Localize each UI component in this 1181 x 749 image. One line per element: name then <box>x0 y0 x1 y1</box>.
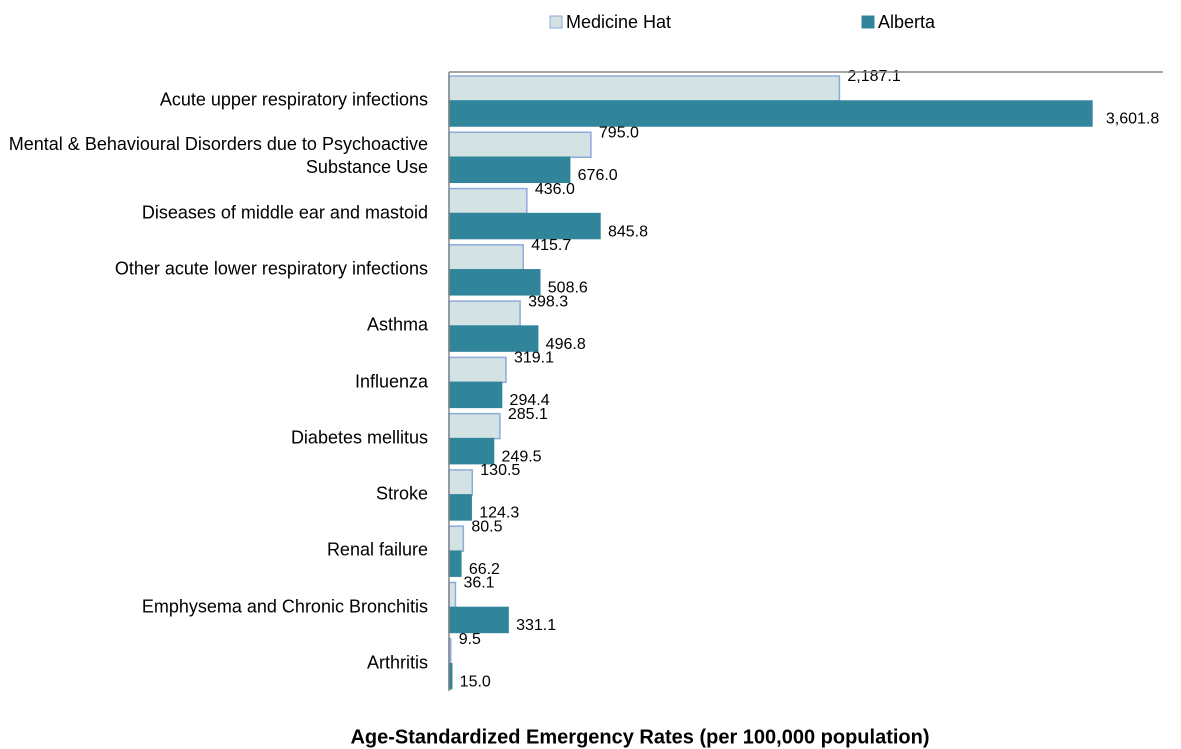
bar <box>448 525 465 552</box>
bar <box>448 356 507 384</box>
y-tick-label: Asthma <box>366 314 428 335</box>
value-label: 3,601.8 <box>1106 111 1159 128</box>
value-label: 80.5 <box>471 518 502 535</box>
bar <box>448 187 528 215</box>
value-label: 398.3 <box>528 293 568 310</box>
value-label: 9.5 <box>459 631 481 648</box>
bar <box>448 437 495 465</box>
y-tick-label: Influenza <box>354 371 428 391</box>
bar <box>448 100 1093 127</box>
bar <box>448 244 524 271</box>
value-label: 2,187.1 <box>847 68 900 85</box>
bar <box>448 412 501 440</box>
y-tick-label: Arthritis <box>366 652 428 673</box>
legend-swatch <box>549 15 563 29</box>
y-tick-label: Renal failure <box>326 539 428 560</box>
value-label: 124.3 <box>479 505 519 522</box>
value-label: 249.5 <box>502 448 542 465</box>
bar <box>448 581 457 609</box>
value-label: 676.0 <box>578 167 618 184</box>
bar <box>448 269 541 296</box>
value-label: 294.4 <box>510 392 550 409</box>
value-label: 436.0 <box>535 181 575 198</box>
y-tick-label: Diabetes mellitus <box>290 427 428 448</box>
value-label: 415.7 <box>531 237 571 254</box>
bar <box>448 550 462 577</box>
chart-title: Age-Standardized Emergency Rates (per 10… <box>350 726 929 748</box>
value-label: 66.2 <box>469 561 500 578</box>
bar <box>448 469 474 496</box>
value-label: 496.8 <box>546 336 586 353</box>
bar <box>448 494 472 521</box>
y-tick-label: Stroke <box>375 483 428 504</box>
bar <box>448 325 539 352</box>
bar <box>448 156 571 184</box>
legend-label: Medicine Hat <box>566 12 671 32</box>
y-tick-label: Mental & Behavioural Disorders due to Ps… <box>8 134 428 178</box>
value-label: 331.1 <box>516 617 556 634</box>
value-label: 845.8 <box>608 223 648 240</box>
bar <box>448 606 509 634</box>
value-label: 285.1 <box>508 406 548 423</box>
bar <box>448 131 592 159</box>
value-label: 130.5 <box>480 462 520 479</box>
value-label: 795.0 <box>599 124 639 141</box>
y-tick-label: Diseases of middle ear and mastoid <box>141 202 428 223</box>
value-label: 15.0 <box>460 673 491 690</box>
value-label: 508.6 <box>548 280 588 297</box>
y-tick-label: Emphysema and Chronic Bronchitis <box>141 596 428 617</box>
value-label: 36.1 <box>463 575 494 592</box>
y-tick-label: Acute upper respiratory infections <box>159 89 428 110</box>
bar <box>448 381 503 409</box>
bar <box>448 212 601 240</box>
y-tick-label: Other acute lower respiratory infections <box>114 258 428 279</box>
value-label: 319.1 <box>514 350 554 367</box>
bar <box>448 75 841 102</box>
legend-label: Alberta <box>878 12 936 32</box>
bar <box>448 300 521 327</box>
legend-swatch <box>861 15 875 29</box>
